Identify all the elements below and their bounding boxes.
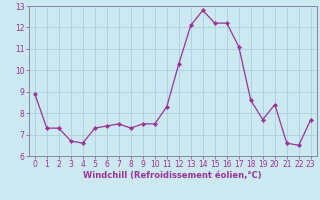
X-axis label: Windchill (Refroidissement éolien,°C): Windchill (Refroidissement éolien,°C) [84, 171, 262, 180]
